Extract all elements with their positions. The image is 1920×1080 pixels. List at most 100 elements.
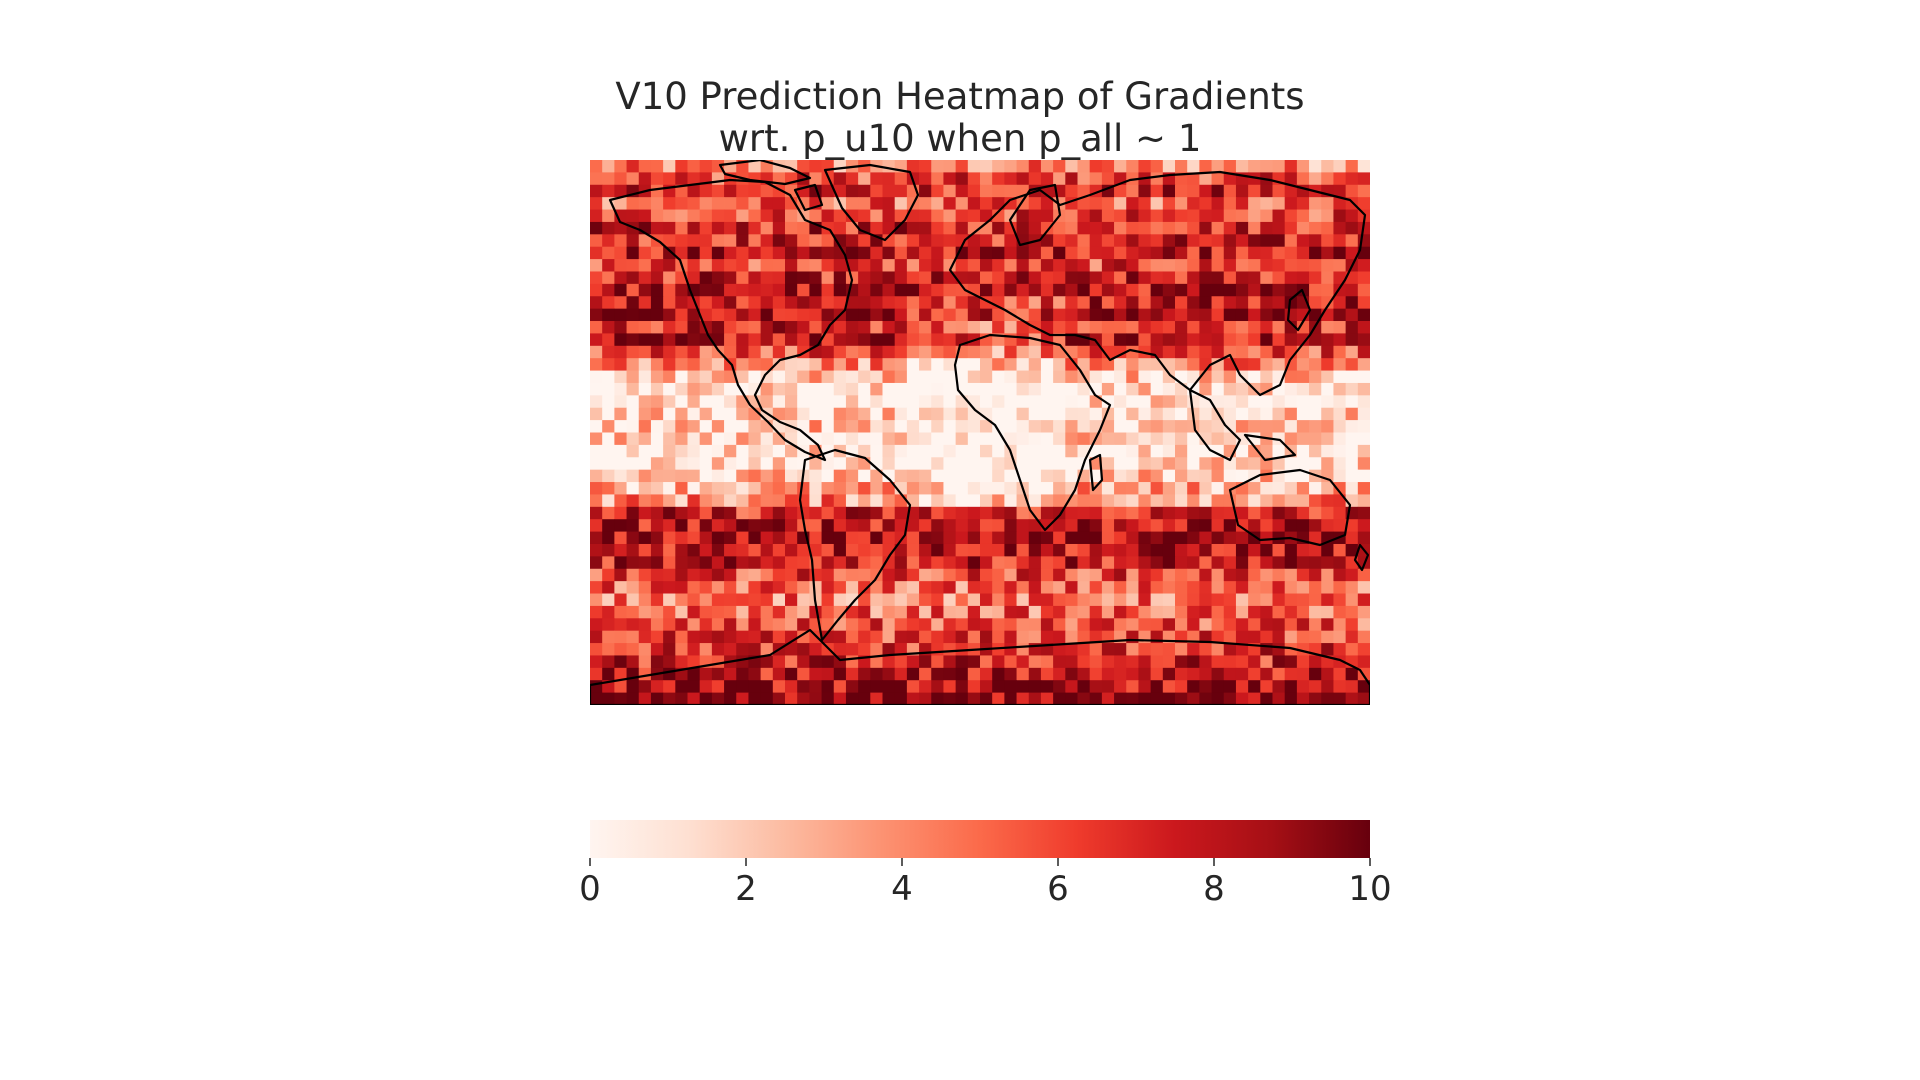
heatmap-cell	[1321, 692, 1334, 705]
heatmap-cell	[1040, 469, 1054, 483]
heatmap-cell	[1260, 345, 1273, 359]
heatmap-cell	[1260, 234, 1273, 248]
heatmap-cell	[967, 680, 981, 694]
heatmap-cell	[1211, 184, 1225, 198]
heatmap-cell	[687, 457, 701, 471]
heatmap-cell	[1077, 259, 1091, 272]
heatmap-cell	[736, 209, 749, 223]
heatmap-cell	[711, 506, 725, 520]
heatmap-cell	[1114, 581, 1127, 594]
heatmap-cell	[1004, 345, 1017, 359]
heatmap-cell	[1309, 482, 1322, 495]
heatmap-cell	[760, 605, 774, 619]
heatmap-cell	[1053, 283, 1066, 297]
heatmap-cell	[760, 469, 774, 483]
heatmap-cell	[1126, 457, 1139, 471]
heatmap-cell	[724, 469, 737, 483]
heatmap-cell	[992, 643, 1005, 656]
heatmap-cell	[1040, 407, 1054, 421]
heatmap-cell	[1126, 655, 1139, 669]
heatmap-cell	[699, 370, 713, 384]
heatmap-cell	[882, 469, 896, 483]
heatmap-cell	[833, 457, 847, 471]
heatmap-cell	[833, 172, 847, 186]
heatmap-cell	[1248, 246, 1261, 260]
heatmap-cell	[1053, 395, 1066, 409]
heatmap-cell	[980, 519, 993, 532]
heatmap-cell	[1187, 321, 1200, 334]
heatmap-cell	[1260, 321, 1273, 334]
heatmap-cell	[1040, 692, 1054, 705]
heatmap-cell	[980, 543, 993, 557]
heatmap-cell	[590, 259, 603, 272]
heatmap-cell	[675, 160, 688, 173]
heatmap-cell	[1150, 308, 1164, 322]
heatmap-cell	[711, 358, 725, 371]
heatmap-cell	[650, 593, 664, 607]
heatmap-cell	[882, 246, 896, 260]
heatmap-cell	[1272, 593, 1286, 607]
heatmap-cell	[1333, 321, 1347, 334]
heatmap-cell	[1284, 370, 1298, 384]
heatmap-cell	[919, 506, 932, 520]
heatmap-cell	[1235, 506, 1249, 520]
heatmap-cell	[919, 618, 932, 632]
heatmap-cell	[687, 581, 701, 594]
heatmap-cell	[675, 605, 688, 619]
heatmap-cell	[1175, 221, 1188, 235]
heatmap-cell	[1150, 209, 1164, 223]
heatmap-cell	[1114, 197, 1127, 210]
heatmap-cell	[919, 457, 932, 471]
heatmap-cell	[650, 568, 664, 582]
heatmap-cell	[1175, 234, 1188, 248]
heatmap-cell	[748, 519, 762, 532]
heatmap-cell	[1357, 618, 1370, 632]
heatmap-cell	[638, 457, 652, 471]
heatmap-cell	[748, 160, 762, 173]
heatmap-cell	[821, 283, 835, 297]
heatmap-cell	[626, 420, 640, 433]
heatmap-cell	[1162, 160, 1176, 173]
heatmap-cell	[833, 259, 847, 272]
heatmap-cell	[797, 618, 810, 632]
heatmap-cell	[906, 543, 920, 557]
heatmap-cell	[748, 420, 762, 433]
heatmap-cell	[1187, 494, 1200, 508]
heatmap-cell	[943, 469, 957, 483]
heatmap-cell	[894, 209, 908, 223]
heatmap-cell	[1138, 581, 1152, 594]
heatmap-cell	[1077, 283, 1091, 297]
heatmap-cell	[1162, 370, 1176, 384]
heatmap-cell	[955, 420, 969, 433]
heatmap-cell	[748, 333, 762, 347]
heatmap-cell	[614, 197, 627, 210]
heatmap-cell	[638, 234, 652, 248]
heatmap-cell	[1126, 444, 1139, 458]
heatmap-cell	[1089, 667, 1103, 681]
heatmap-cell	[894, 333, 908, 347]
heatmap-cell	[1345, 432, 1359, 446]
heatmap-cell	[821, 370, 835, 384]
heatmap-cell	[1357, 184, 1370, 198]
heatmap-cell	[870, 655, 883, 669]
heatmap-cell	[1345, 568, 1359, 582]
heatmap-cell	[919, 283, 932, 297]
heatmap-cell	[967, 184, 981, 198]
heatmap-cell	[1272, 581, 1286, 594]
heatmap-cell	[919, 234, 932, 248]
heatmap-cell	[833, 160, 847, 173]
heatmap-cell	[1187, 469, 1200, 483]
heatmap-cell	[590, 197, 603, 210]
heatmap-cell	[1235, 259, 1249, 272]
heatmap-cell	[785, 407, 798, 421]
heatmap-cell	[1028, 345, 1042, 359]
heatmap-cell	[906, 593, 920, 607]
heatmap-cell	[1065, 692, 1078, 705]
heatmap-cell	[992, 321, 1005, 334]
heatmap-cell	[638, 680, 652, 694]
heatmap-cell	[1175, 680, 1188, 694]
heatmap-cell	[724, 680, 737, 694]
heatmap-cell	[760, 382, 774, 396]
heatmap-cell	[1223, 308, 1237, 322]
heatmap-cell	[955, 197, 969, 210]
